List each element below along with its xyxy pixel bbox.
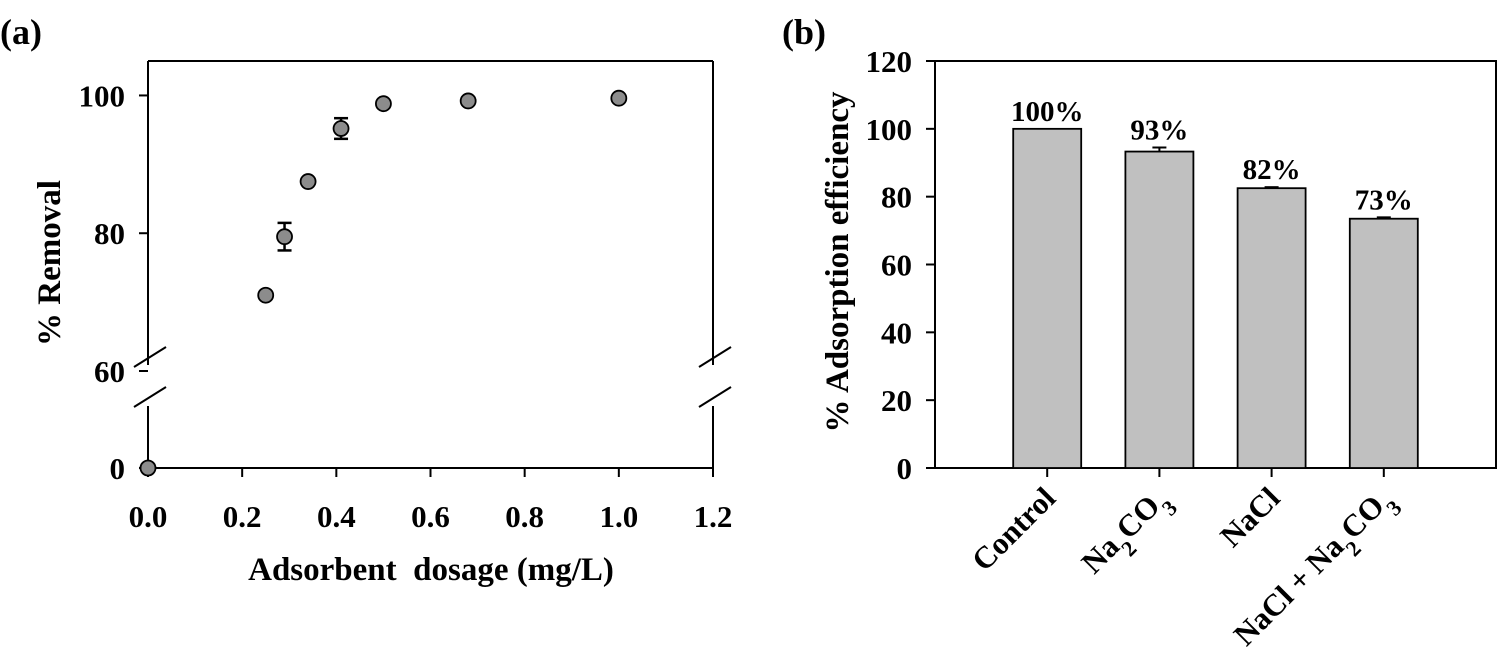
y-tick-label: 40 [881,315,912,350]
category-label: Control [965,480,1063,578]
data-label: 82% [1243,154,1301,186]
y-tick-label: 80 [881,180,912,215]
panel-a-x-axis-label: Adsorbent dosage (mg/L) [248,552,614,588]
panel-b-data-labels: 100% 93% 82% 73% [1011,96,1413,217]
y-tick-label: 100 [866,112,913,147]
x-tick-label: 1.0 [599,499,638,534]
y-tick-label: 20 [881,383,912,418]
panel-b-bars [1012,127,1419,469]
data-point [139,459,157,477]
data-label: 93% [1130,114,1188,146]
panel-b-y-axis-label: % Adsorption efficiency [820,91,856,432]
data-label: 100% [1011,96,1084,128]
category-label-text: Control [965,480,1063,578]
data-point [375,95,392,113]
panel-b-y-tick-labels: 0 20 40 60 80 100 120 [866,44,913,486]
data-point [459,92,477,110]
y-tick-label: 0 [897,451,913,486]
axis-break-mark [133,386,167,408]
y-tick-label: 60 [881,248,912,283]
data-point [257,286,275,304]
x-tick-label: 0.4 [317,499,356,534]
panel-a-y-axis-label: % Removal [32,180,68,346]
data-point [610,89,628,107]
y-tick-label: 80 [94,216,125,251]
panel-a-label: (a) [0,12,42,52]
axis-break-mark [133,346,167,368]
category-label: Na2CO3 [1074,480,1181,587]
category-label-text: NaCl [1213,480,1287,554]
category-label-text: CO [1109,488,1167,546]
bar [1236,187,1307,469]
y-tick-label: 60 [94,354,125,389]
x-tick-label: 0.0 [129,499,168,534]
category-label-text: Na [1074,528,1126,580]
panel-b-adsorption-bar-chart: (b) 0 20 40 60 80 100 120 % Adsorption efficie… [782,12,1497,652]
axis-break-mark [698,386,732,408]
panel-b-axes-frame [926,60,1497,477]
y-tick-label: 0 [110,451,126,486]
panel-a-x-tick-labels: 0.0 0.2 0.4 0.6 0.8 1.0 1.2 [129,499,733,534]
panel-a-axes-frame [133,60,732,477]
data-point [332,120,350,137]
y-tick-label: 100 [79,78,126,113]
y-tick-label: 120 [866,44,913,79]
category-label-text: CO [1333,488,1391,546]
bar [1348,217,1419,469]
panel-a-data-points [139,89,628,477]
x-tick-label: 1.2 [694,499,733,534]
panel-b-label: (b) [782,12,826,52]
panel-a-y-tick-labels: 0 60 80 100 [79,78,126,486]
axis-break-mark [698,346,732,368]
data-point [276,228,293,246]
panel-a-removal-scatter: (a) 0 60 80 100 0.0 0.2 0.4 0.6 0.8 1.0 1.2 % Rem… [0,12,732,588]
category-label: NaCl [1213,480,1287,554]
bar [1012,127,1083,469]
x-tick-label: 0.6 [411,499,450,534]
x-tick-label: 0.8 [505,499,544,534]
x-tick-label: 0.2 [223,499,262,534]
category-label-text: NaCl + Na [1227,528,1351,652]
bar [1124,150,1195,469]
data-point [299,173,317,190]
data-label: 73% [1355,184,1413,216]
